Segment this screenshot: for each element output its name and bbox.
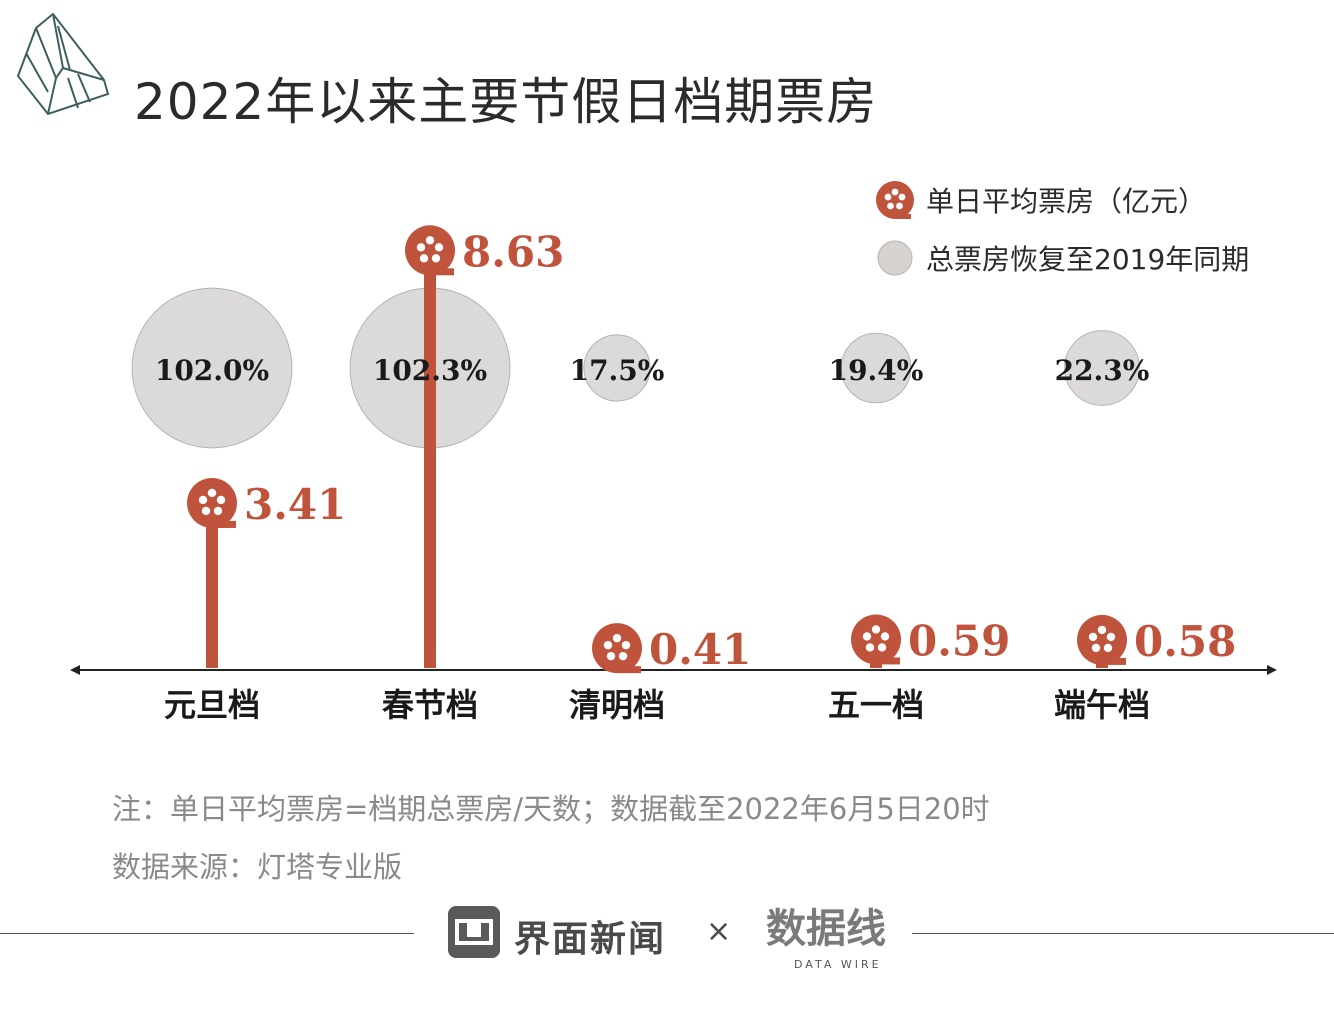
avg-value-label: 0.41 [649, 625, 751, 674]
chart-title: 2022年以来主要节假日档期票房 [134, 73, 878, 131]
film-reel-icon [187, 477, 237, 528]
avg-value-label: 3.41 [244, 480, 346, 529]
recovery-label: 19.4% [829, 354, 924, 387]
times-sign: × [706, 914, 732, 949]
avg-value-label: 0.59 [908, 616, 1010, 665]
footer-divider-left [0, 933, 414, 934]
category-label: 元旦档 [164, 686, 260, 724]
bubble-legend-icon [877, 240, 913, 276]
zongzi-logo-icon [16, 12, 110, 116]
recovery-label: 102.3% [373, 354, 487, 387]
legend-avg-label: 单日平均票房（亿元） [926, 185, 1207, 218]
category-label: 春节档 [382, 686, 478, 724]
x-axis-left-arrow [70, 665, 80, 675]
avg-value-label: 0.58 [1134, 617, 1236, 666]
avg-stick [424, 250, 436, 669]
footnote-definition: 注：单日平均票房=档期总票房/天数；数据截至2022年6月5日20时 [112, 792, 990, 826]
lollipop-chart: 102.0% 3.41 元旦档 102.3% 8.63 春节档 17.5% 0.41 清明档 19… [70, 225, 1277, 724]
film-reel-icon [1077, 614, 1127, 665]
category-label: 清明档 [569, 686, 665, 724]
recovery-bubble [840, 332, 912, 404]
film-reel-icon [851, 614, 901, 665]
avg-stick [206, 503, 218, 668]
legend-item-recovery: 总票房恢复至2019年同期 [876, 238, 1249, 278]
recovery-bubble [583, 334, 651, 402]
category-label: 五一档 [828, 686, 924, 724]
film-reel-icon [876, 181, 914, 219]
film-reel-icon [405, 225, 455, 276]
recovery-bubble [131, 287, 293, 449]
avg-value-label: 8.63 [462, 227, 564, 276]
recovery-label: 17.5% [570, 354, 665, 387]
footer-divider-right [912, 933, 1334, 934]
x-axis-right-arrow [1267, 665, 1277, 675]
recovery-label: 102.0% [155, 354, 269, 387]
partner-logo-sub: DATA WIRE [794, 958, 882, 971]
recovery-bubble [1064, 330, 1140, 406]
data-wire-logo: 数据线 DATA WIRE [766, 905, 886, 971]
legend-item-avg: 单日平均票房（亿元） [876, 180, 1206, 220]
jiemian-logo-icon [448, 906, 500, 958]
film-reel-icon [592, 623, 642, 674]
footnote-source: 数据来源：灯塔专业版 [112, 850, 403, 884]
partner-logo-text: 数据线 [766, 905, 886, 952]
recovery-label: 22.3% [1055, 354, 1150, 387]
category-label: 端午档 [1054, 686, 1150, 724]
brand-name: 界面新闻 [514, 919, 667, 960]
legend-recovery-label: 总票房恢复至2019年同期 [926, 243, 1250, 276]
